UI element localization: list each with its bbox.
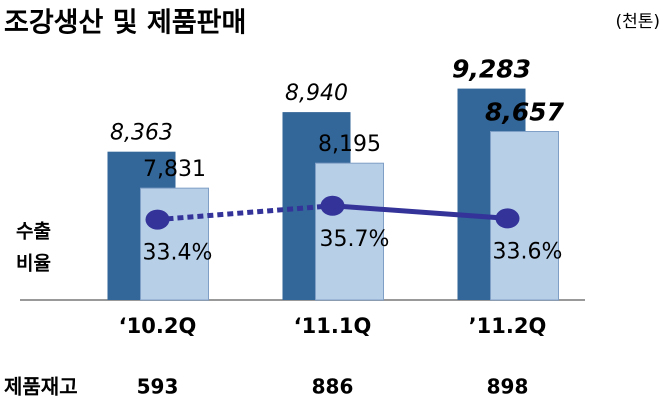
unit-label: (천톤) <box>615 12 660 32</box>
data-label: 35.7% <box>320 227 390 252</box>
data-label: 33.4% <box>143 241 213 266</box>
y2-label: 수출 <box>16 221 51 243</box>
data-label: 8,940 <box>285 81 348 106</box>
row-value: 886 <box>312 375 354 399</box>
x-tick-label: ‘11.1Q <box>294 314 372 338</box>
data-label: 33.6% <box>493 239 563 264</box>
bar <box>140 187 209 301</box>
data-label: 7,831 <box>143 157 206 182</box>
data-label: 8,195 <box>318 132 381 157</box>
row-value: 898 <box>487 375 529 399</box>
row-label: 제품재고 <box>4 375 78 399</box>
line-point <box>320 195 345 216</box>
x-tick-label: ’11.2Q <box>469 314 547 338</box>
x-tick-label: ‘10.2Q <box>119 314 197 338</box>
chart-title: 조강생산 및 제품판매 <box>4 8 246 39</box>
line-segment <box>332 203 508 221</box>
line-point <box>495 208 520 229</box>
data-label: 8,363 <box>110 121 173 146</box>
data-label: 9,283 <box>452 55 531 84</box>
row-value: 593 <box>137 375 179 399</box>
line-point <box>145 209 170 230</box>
data-label: 8,657 <box>485 98 565 127</box>
bar <box>315 162 384 301</box>
y2-label: 비율 <box>16 253 51 275</box>
